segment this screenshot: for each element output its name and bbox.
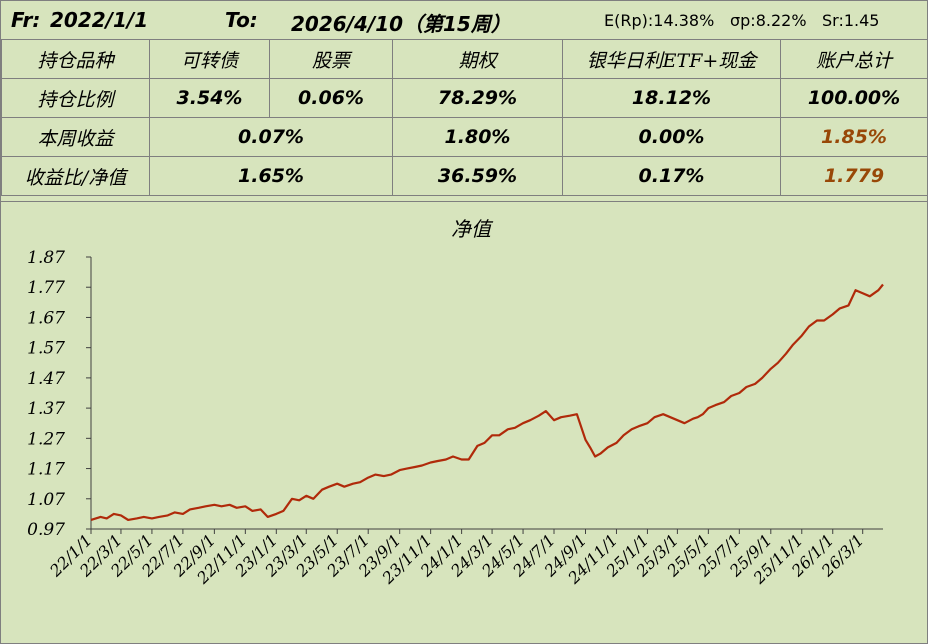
sigma-stat: σp:8.22% [730,11,807,30]
row-label-return-nav: 收益比/净值 [1,156,150,196]
weekly-return-total: 1.85% [780,117,928,157]
header-cell-stock: 股票 [269,39,393,79]
header-cell-convertible-bond: 可转债 [149,39,270,79]
y-tick-label: 1.47 [27,369,65,389]
return-nav-row: 收益比/净值 1.65% 36.59% 0.17% 1.779 [1,156,928,196]
y-tick-label: 1.37 [27,399,65,419]
row-label-position-ratio: 持仓比例 [1,78,150,118]
x-axis: 22/1/122/3/122/5/122/7/122/9/122/11/123/… [45,528,883,588]
y-tick-label: 0.97 [27,520,65,540]
y-tick-label: 1.27 [27,429,65,449]
header-cell-account-total: 账户总计 [780,39,928,79]
from-label: Fr: [11,8,41,32]
report-header: Fr: 2022/1/1 To: 2026/4/10（第15周） E(Rp):1… [1,1,927,39]
net-asset-value: 1.779 [780,156,928,196]
header-cell-etf-cash: 银华日利ETF+现金 [562,39,781,79]
table-header-row: 持仓品种 可转债 股票 期权 银华日利ETF+现金 账户总计 [1,39,928,79]
y-tick-label: 1.07 [27,490,65,510]
from-date: 2022/1/1 [50,8,149,32]
y-tick-label: 1.67 [27,308,65,328]
chart-title: 净值 [451,217,494,241]
return-ratio-options: 36.59% [392,156,563,196]
position-ratio-options: 78.29% [392,78,563,118]
to-label: To: [225,8,258,32]
weekly-return-options: 1.80% [392,117,563,157]
return-ratio-bonds-stocks: 1.65% [149,156,393,196]
position-ratio-total: 100.00% [780,78,928,118]
nav-chart-area: 净值 0.97 1.07 1.17 1.27 1.37 1.47 1.57 1.67 1.77 1… [1,201,927,644]
position-ratio-convertible-bond: 3.54% [149,78,270,118]
nav-chart: 净值 0.97 1.07 1.17 1.27 1.37 1.47 1.57 1.67 1.77 1… [27,217,884,588]
nav-series-line [90,283,884,521]
y-axis: 0.97 1.07 1.17 1.27 1.37 1.47 1.57 1.67 1.77 1.87 [27,248,92,540]
position-ratio-row: 持仓比例 3.54% 0.06% 78.29% 18.12% 100.00% [1,78,928,118]
row-label-weekly-return: 本周收益 [1,117,150,157]
y-tick-label: 1.77 [27,278,65,298]
y-tick-label: 1.57 [27,339,65,359]
sharpe-ratio: Sr:1.45 [822,11,880,30]
header-cell-options: 期权 [392,39,563,79]
position-ratio-stock: 0.06% [269,78,393,118]
expected-return: E(Rp):14.38% [604,11,715,30]
y-tick-label: 1.17 [27,460,65,480]
weekly-return-row: 本周收益 0.07% 1.80% 0.00% 1.85% [1,117,928,157]
holdings-table: 持仓品种 可转债 股票 期权 银华日利ETF+现金 账户总计 持仓比例 3.54… [1,39,928,196]
position-ratio-etf-cash: 18.12% [562,78,781,118]
weekly-return-etf-cash: 0.00% [562,117,781,157]
weekly-return-bonds-stocks: 0.07% [149,117,393,157]
return-ratio-etf-cash: 0.17% [562,156,781,196]
header-cell-category: 持仓品种 [1,39,150,79]
y-tick-label: 1.87 [27,248,65,268]
to-date: 2026/4/10（第15周） [291,12,511,36]
